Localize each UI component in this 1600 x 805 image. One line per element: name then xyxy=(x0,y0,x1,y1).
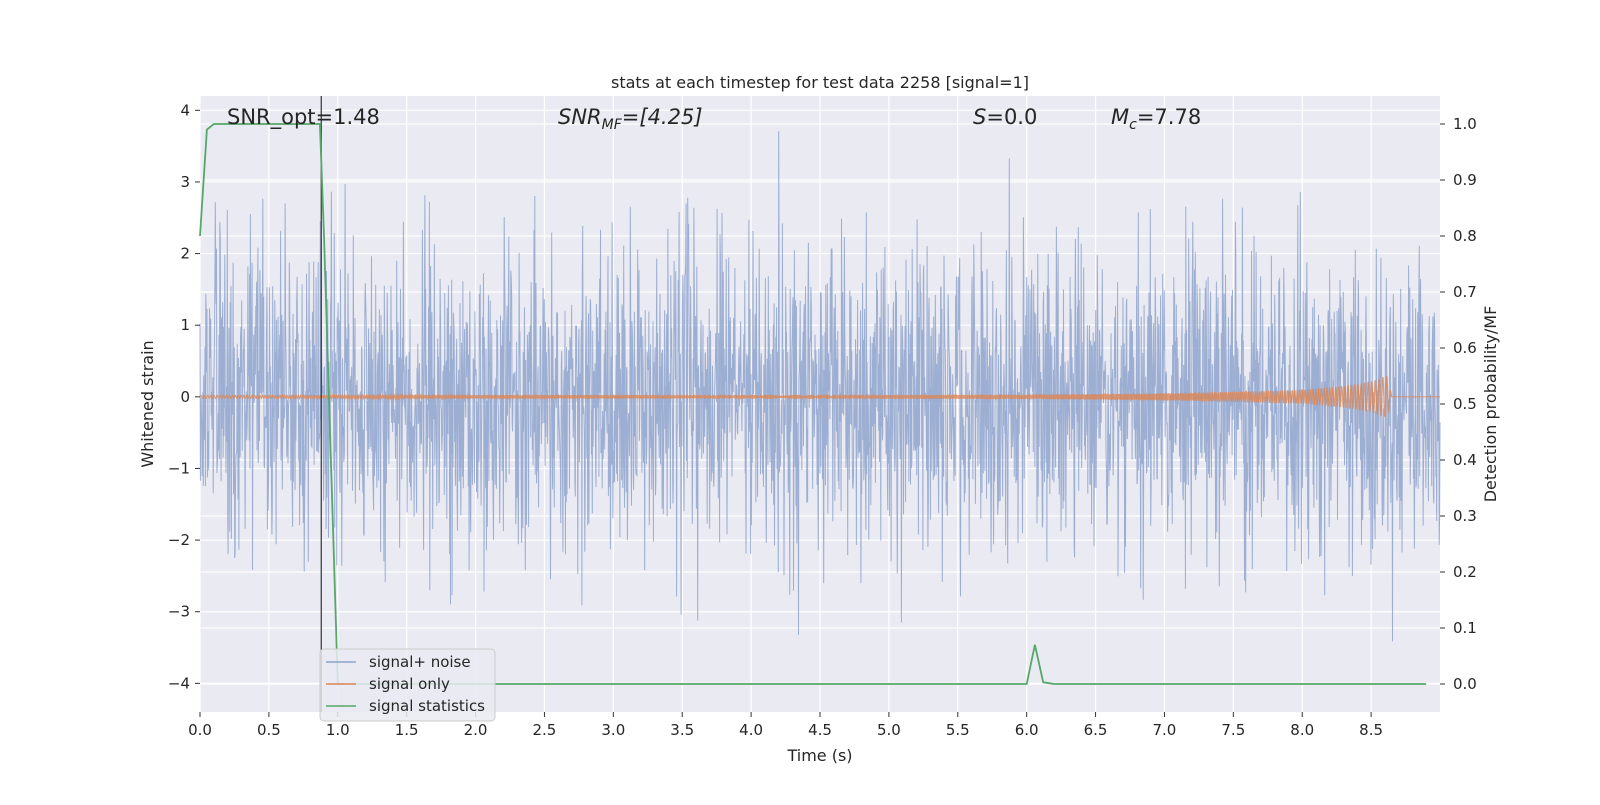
y-tick-label: 2 xyxy=(180,245,190,263)
legend-label-signal-statistics: signal statistics xyxy=(369,697,485,715)
x-axis-ticks: 0.0 0.5 1.0 1.5 2.0 2.5 3.0 3.5 4.0 4.5 5.0 5.5 6.0 6… xyxy=(188,712,1383,739)
x-tick-label: 5.0 xyxy=(877,721,901,739)
x-tick-label: 5.5 xyxy=(946,721,970,739)
annotation-snr-mf: SNRMF=[4.25] xyxy=(558,105,703,133)
y-tick-label: 4 xyxy=(180,101,190,119)
annotation-s: S=0.0 xyxy=(973,105,1037,129)
x-tick-label: 4.5 xyxy=(808,721,832,739)
x-tick-label: 4.0 xyxy=(739,721,763,739)
annotation-snr-mf-rest: =[4.25] xyxy=(622,105,703,129)
x-tick-label: 8.5 xyxy=(1359,721,1383,739)
y-tick-label: −2 xyxy=(168,531,190,549)
y2-tick-label: 0.3 xyxy=(1453,507,1477,525)
y-tick-label: −1 xyxy=(168,459,190,477)
x-tick-label: 1.0 xyxy=(326,721,350,739)
legend: signal+ noise signal only signal statist… xyxy=(319,648,496,722)
annotation-s-rest: =0.0 xyxy=(986,105,1037,129)
annotation-mc-sub: c xyxy=(1129,117,1137,133)
annotation-mc-main: M xyxy=(1111,105,1129,129)
x-tick-label: 6.5 xyxy=(1084,721,1108,739)
annotation-snr-mf-main: SNR xyxy=(558,105,602,129)
legend-box xyxy=(319,648,496,722)
y2-tick-label: 0.6 xyxy=(1453,339,1477,357)
x-tick-label: 0.5 xyxy=(257,721,281,739)
series-line-signal-only xyxy=(199,375,1440,418)
annotation-mc-rest: =7.78 xyxy=(1137,105,1201,129)
x-tick-label: 6.0 xyxy=(1015,721,1039,739)
y-tick-label: 1 xyxy=(180,316,190,334)
x-tick-label: 8.0 xyxy=(1290,721,1314,739)
y2-tick-label: 0.1 xyxy=(1453,619,1477,637)
y2-tick-label: 0.2 xyxy=(1453,563,1477,581)
legend-label-signal-noise: signal+ noise xyxy=(369,653,471,671)
y2-tick-label: 0.8 xyxy=(1453,227,1477,245)
legend-label-signal-only: signal only xyxy=(369,675,450,693)
x-axis-label: Time (s) xyxy=(786,746,852,765)
x-tick-label: 2.5 xyxy=(533,721,557,739)
y-tick-label: −3 xyxy=(168,603,190,621)
annotation-snr-opt: SNR_opt=1.48 xyxy=(227,105,380,130)
annotation-snr-mf-sub: MF xyxy=(602,117,623,133)
x-tick-label: 3.5 xyxy=(670,721,694,739)
x-tick-label: 1.5 xyxy=(395,721,419,739)
x-tick-label: 0.0 xyxy=(188,721,212,739)
y2-tick-label: 0.7 xyxy=(1453,283,1477,301)
x-tick-label: 7.0 xyxy=(1153,721,1177,739)
series-line-signal-noise xyxy=(199,131,1441,642)
annotation-mc: Mc=7.78 xyxy=(1111,105,1201,133)
y-tick-label: −4 xyxy=(168,674,190,692)
signal-noise-series xyxy=(199,131,1441,642)
y2-tick-label: 0.5 xyxy=(1453,395,1477,413)
y2-axis-label: Detection probability/MF xyxy=(1481,306,1500,503)
y2-tick-label: 0.9 xyxy=(1453,171,1477,189)
y2-tick-label: 1.0 xyxy=(1453,115,1477,133)
signal-only-series xyxy=(199,375,1440,418)
y-tick-label: 3 xyxy=(180,173,190,191)
chart-title: stats at each timestep for test data 225… xyxy=(611,73,1029,92)
y2-tick-label: 0.0 xyxy=(1453,675,1477,693)
y2-tick-label: 0.4 xyxy=(1453,451,1477,469)
y2-axis-ticks: 0.0 0.1 0.2 0.3 0.4 0.5 0.6 0.7 0.8 0.9 1.0 xyxy=(1440,115,1477,693)
y-axis-ticks: −4 −3 −2 −1 0 1 2 3 4 xyxy=(168,101,200,692)
y-axis-label: Whitened strain xyxy=(138,340,157,467)
annotation-s-main: S xyxy=(973,105,986,129)
y-tick-label: 0 xyxy=(180,388,190,406)
x-tick-label: 3.0 xyxy=(601,721,625,739)
x-tick-label: 2.0 xyxy=(464,721,488,739)
x-tick-label: 7.5 xyxy=(1221,721,1245,739)
